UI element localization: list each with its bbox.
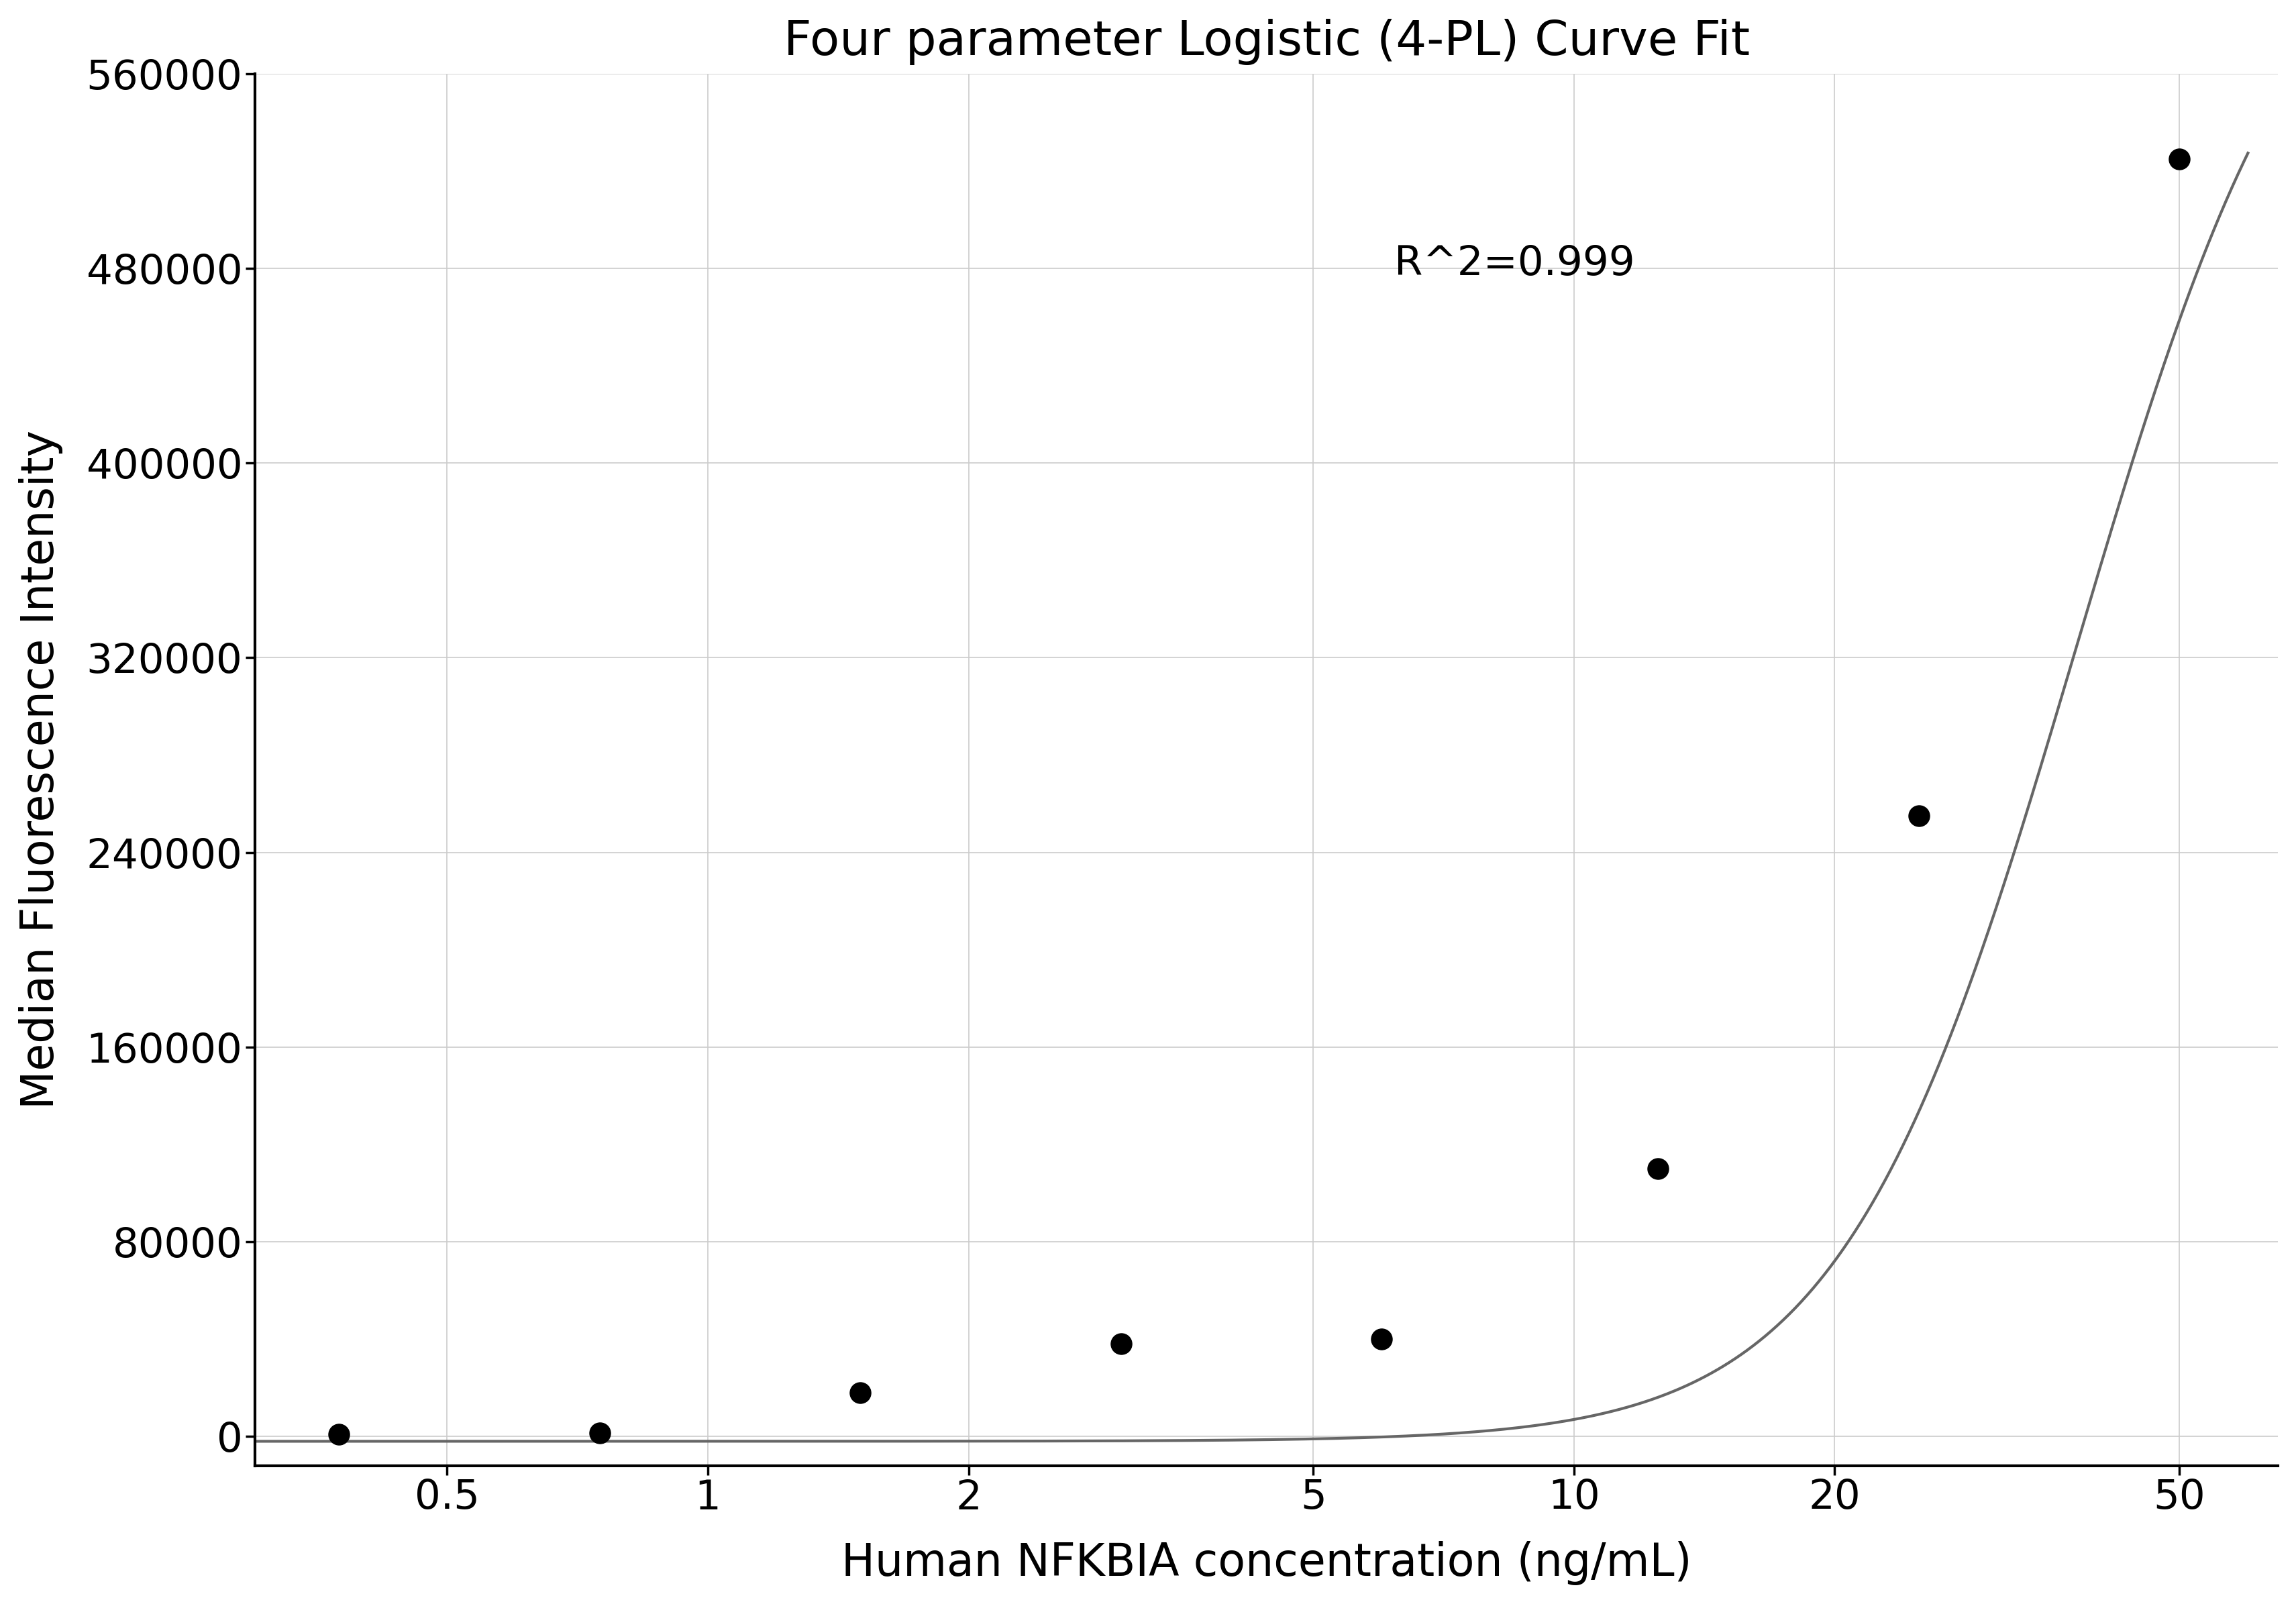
Point <box>1639 1156 1676 1182</box>
Point <box>843 1379 879 1405</box>
Point <box>1899 804 1936 829</box>
Point <box>1102 1331 1139 1357</box>
Point <box>321 1421 358 1447</box>
Y-axis label: Median Fluorescence Intensity: Median Fluorescence Intensity <box>18 430 62 1108</box>
Point <box>581 1420 618 1445</box>
Point <box>2161 146 2197 172</box>
Title: Four parameter Logistic (4-PL) Curve Fit: Four parameter Logistic (4-PL) Curve Fit <box>783 19 1750 64</box>
Text: R^2=0.999: R^2=0.999 <box>1394 244 1635 284</box>
X-axis label: Human NFKBIA concentration (ng/mL): Human NFKBIA concentration (ng/mL) <box>840 1541 1692 1585</box>
Point <box>1364 1327 1401 1352</box>
